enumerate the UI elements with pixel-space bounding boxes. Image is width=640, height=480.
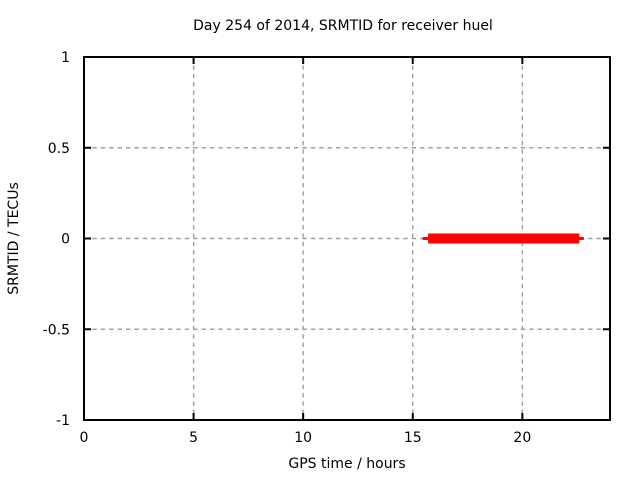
y-tick-label-group: 1 0.5 0 -0.5 -1 bbox=[43, 50, 70, 429]
x-tick-label: 5 bbox=[189, 430, 198, 446]
y-tick-label: -0.5 bbox=[43, 322, 70, 338]
series-layer bbox=[422, 233, 584, 244]
x-axis-label: GPS time / hours bbox=[288, 456, 405, 472]
tick-mark-layer bbox=[83, 56, 610, 421]
x-tick-label-group: 0 5 10 15 20 bbox=[80, 430, 532, 446]
x-tick-label: 15 bbox=[404, 430, 422, 446]
data-series-segment bbox=[428, 233, 580, 244]
x-tick-label: 10 bbox=[294, 430, 312, 446]
y-tick-label: 0 bbox=[61, 232, 70, 248]
y-tick-label: 0.5 bbox=[48, 141, 70, 157]
y-axis-label: SRMTID / TECUs bbox=[6, 182, 22, 295]
y-tick-label: -1 bbox=[56, 413, 70, 429]
y-tick-label: 1 bbox=[61, 50, 70, 66]
x-tick-label: 0 bbox=[80, 430, 89, 446]
x-tick-label: 20 bbox=[513, 430, 531, 446]
chart-title: Day 254 of 2014, SRMTID for receiver hue… bbox=[193, 18, 493, 34]
